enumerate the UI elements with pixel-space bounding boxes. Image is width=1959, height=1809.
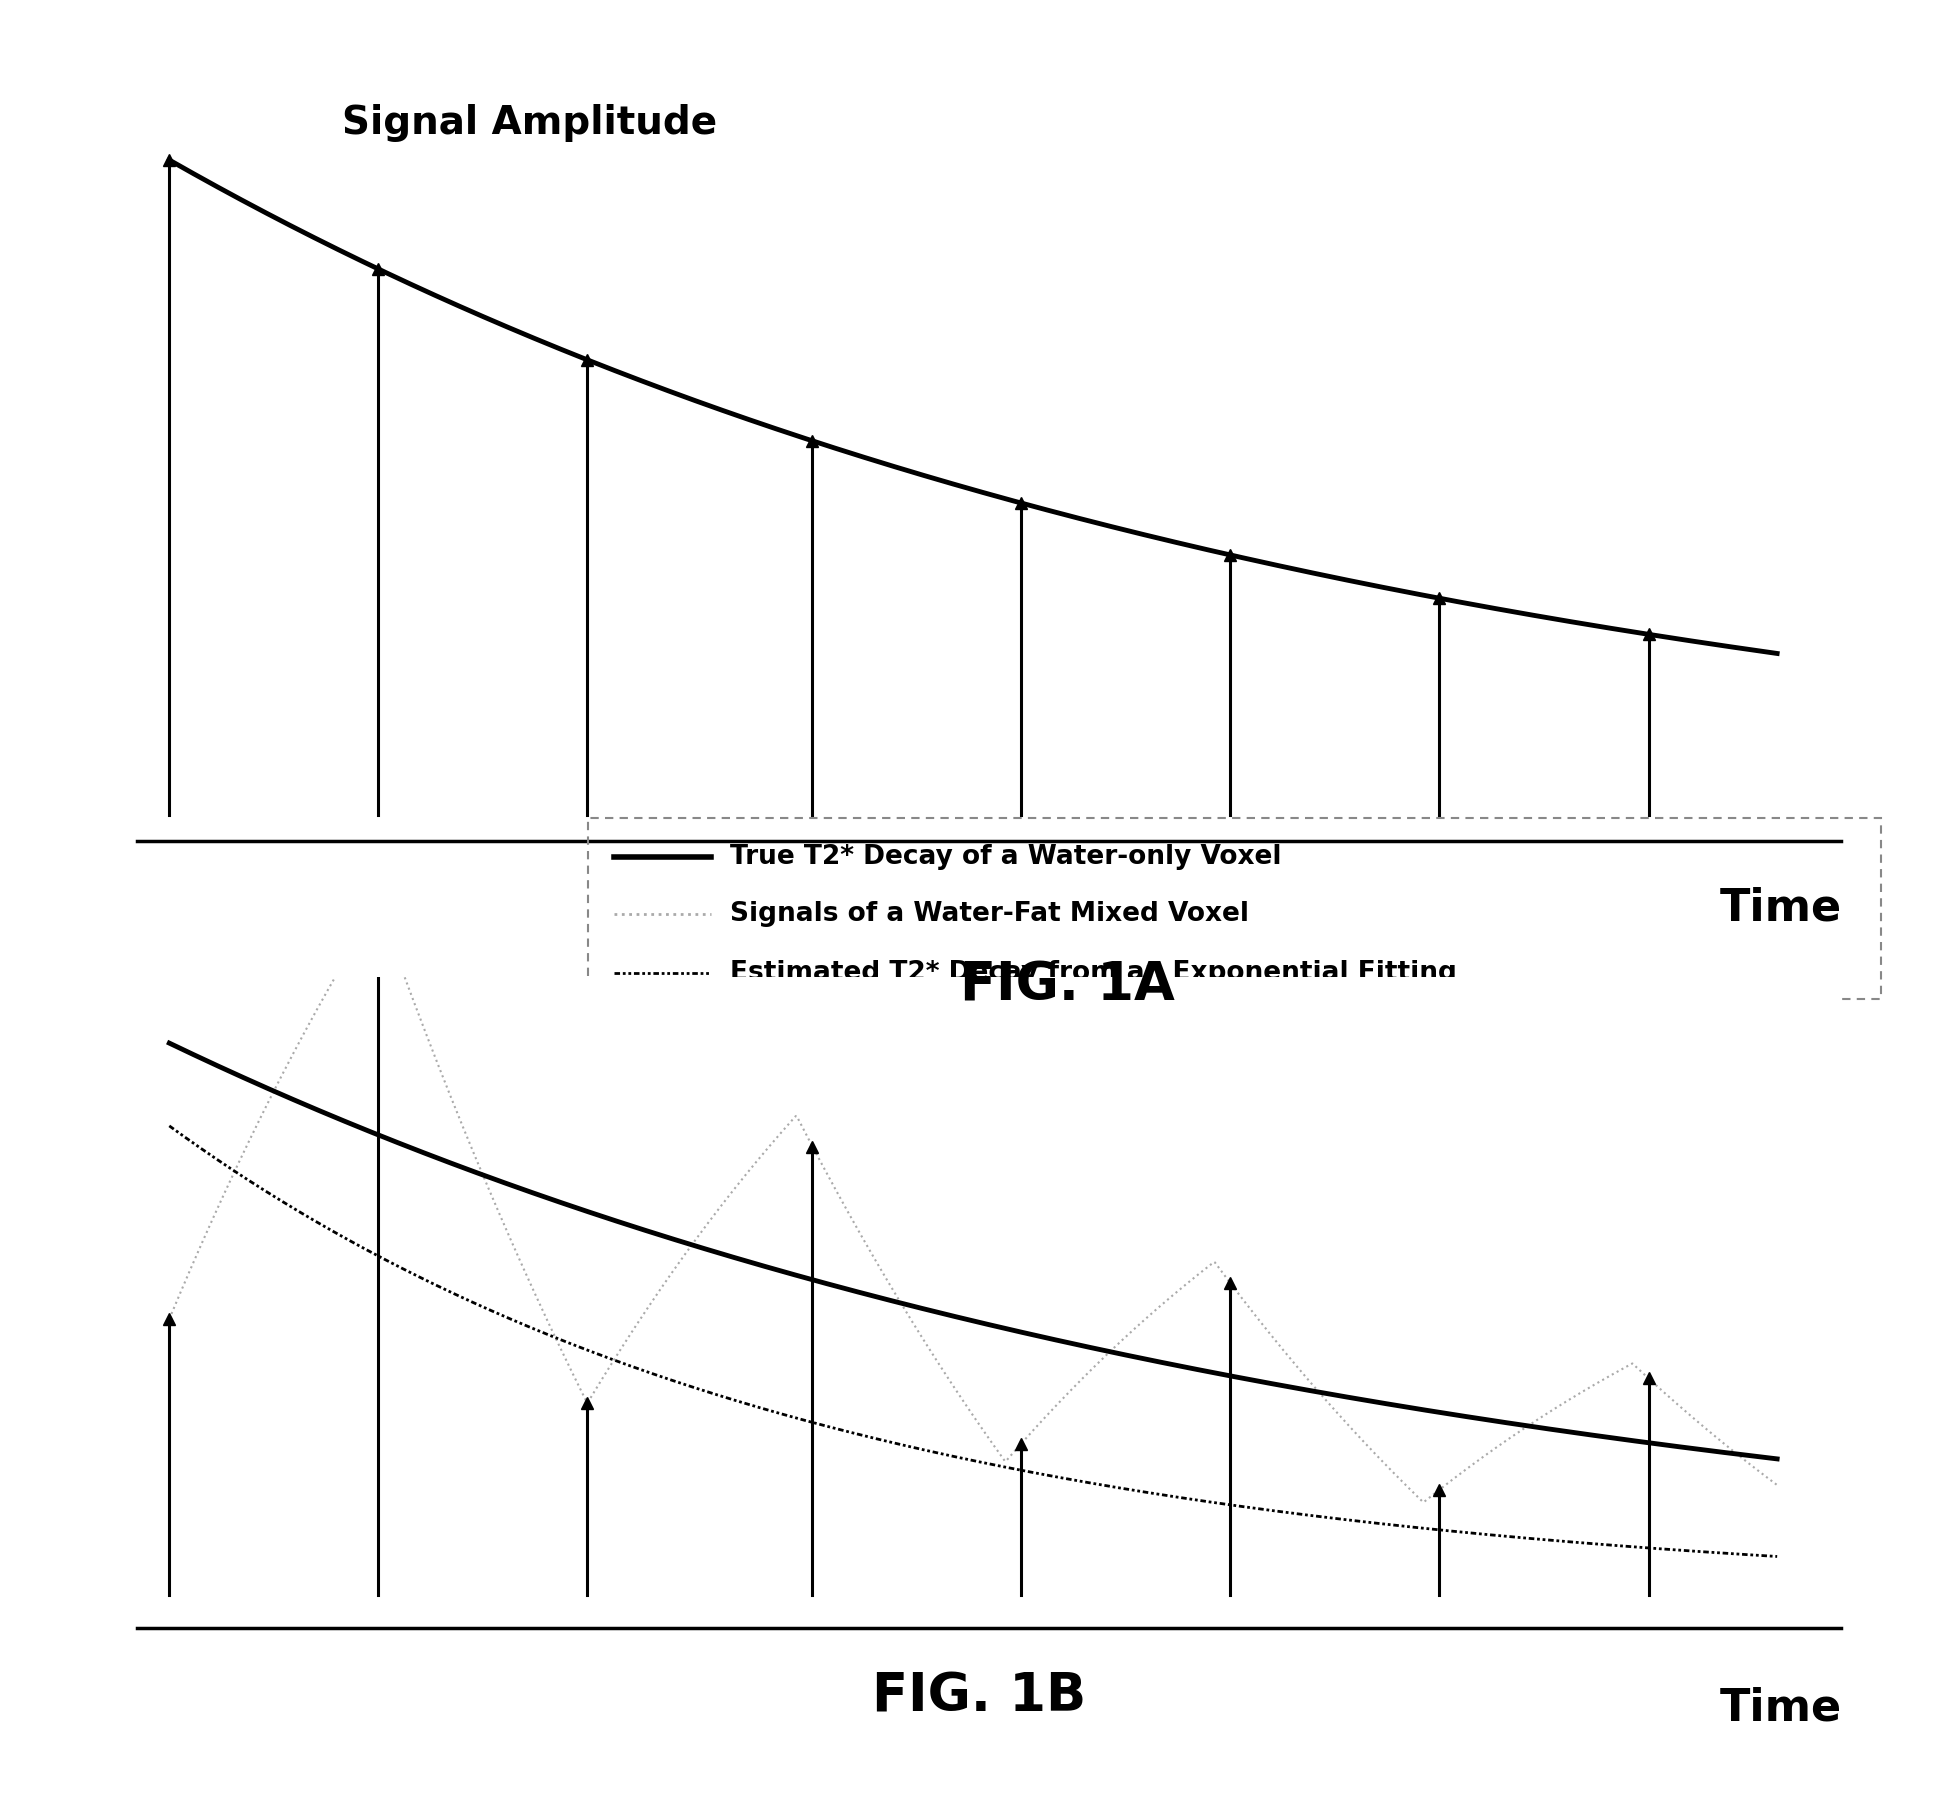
Text: Time: Time [1720,1686,1841,1729]
Text: Signal Amplitude: Signal Amplitude [341,105,717,143]
Text: True T2* Decay of a Water-only Voxel: True T2* Decay of a Water-only Voxel [731,845,1281,870]
Text: FIG. 1B: FIG. 1B [872,1672,1087,1722]
Text: Signals of a Water-Fat Mixed Voxel: Signals of a Water-Fat Mixed Voxel [731,901,1250,926]
Text: Time: Time [1720,886,1841,930]
Text: FIG. 1A: FIG. 1A [960,961,1175,1011]
Text: Estimated T2* Decay from an Exponential Fitting: Estimated T2* Decay from an Exponential … [731,961,1457,986]
